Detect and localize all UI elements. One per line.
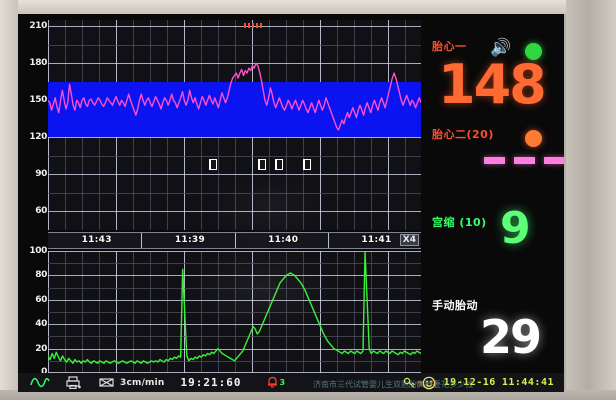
toco-y-tick-label: 100 bbox=[29, 246, 47, 256]
toco-y-tick-label: 20 bbox=[35, 343, 47, 354]
fhr-trace bbox=[48, 62, 421, 131]
time-separator bbox=[141, 233, 143, 248]
alarm-count: 3 bbox=[279, 378, 286, 387]
waveform-icon[interactable] bbox=[30, 373, 50, 392]
bezel-left bbox=[0, 0, 18, 400]
volume-icon[interactable]: 🔊 bbox=[490, 38, 512, 58]
gridline bbox=[48, 63, 421, 65]
fhr2-label: 胎心二(20) bbox=[432, 128, 494, 141]
elapsed-timer: 19:21:60 bbox=[180, 376, 242, 389]
fhr-y-tick-label: 210 bbox=[29, 21, 47, 32]
gridline bbox=[48, 348, 421, 350]
toco-plot-area bbox=[48, 251, 421, 373]
uc-label: 宫缩 (10) bbox=[432, 216, 487, 229]
time-label: 11:44:41 bbox=[501, 377, 554, 388]
fetal-movement-marker bbox=[275, 159, 283, 170]
fhr-y-axis: 60 90 120 150 180 210 bbox=[18, 20, 48, 230]
fhr1-signal-indicator bbox=[525, 43, 542, 60]
toco-y-tick-label: 0 bbox=[41, 367, 47, 377]
vitals-panel: 胎心一 🔊 148 胎心二(20) 宫缩 (10) 9 手动胎动 29 bbox=[424, 14, 564, 382]
fhr-y-tick-label: 150 bbox=[29, 95, 47, 106]
time-tick-label: 11:43 bbox=[81, 235, 112, 245]
time-tick-label: 11:39 bbox=[174, 235, 206, 245]
paper-speed-label: 3cm/min bbox=[120, 377, 165, 388]
gridline bbox=[48, 324, 421, 326]
toco-trace bbox=[48, 251, 421, 364]
fhr2-value bbox=[484, 157, 564, 164]
gridline-minor bbox=[48, 287, 421, 289]
gridline-minor bbox=[48, 155, 421, 157]
time-axis: X4 11:43 11:39 11:40 11:41 bbox=[48, 232, 421, 249]
bell-icon[interactable] bbox=[266, 373, 279, 392]
fhr1-label: 胎心一 bbox=[432, 40, 467, 53]
fm-value: 29 bbox=[480, 310, 542, 364]
printer-icon[interactable] bbox=[66, 373, 82, 392]
fm-label: 手动胎动 bbox=[432, 299, 478, 312]
toco-chart[interactable]: 0 20 40 60 80 100 bbox=[29, 246, 421, 377]
fhr-y-tick-label: 60 bbox=[35, 206, 47, 217]
fhr-y-tick-label: 180 bbox=[29, 58, 47, 69]
fhr1-value: 148 bbox=[438, 53, 547, 116]
gridline-minor bbox=[48, 263, 421, 265]
gridline-minor bbox=[48, 192, 421, 194]
toco-y-tick-label: 60 bbox=[35, 294, 47, 305]
bezel-right bbox=[566, 0, 616, 400]
gridline bbox=[48, 251, 421, 252]
fetal-movement-marker bbox=[209, 159, 217, 170]
time-separator bbox=[327, 233, 329, 248]
gridline bbox=[48, 26, 421, 28]
time-separator bbox=[234, 233, 236, 248]
fhr-y-tick-label: 90 bbox=[35, 169, 47, 180]
time-tick-label: 11:41 bbox=[361, 235, 392, 245]
toco-y-tick-label: 40 bbox=[35, 319, 47, 330]
fhr-event-marker bbox=[244, 23, 264, 28]
toco-y-tick-label: 80 bbox=[35, 270, 47, 281]
gridline bbox=[48, 372, 421, 373]
fhr2-signal-indicator bbox=[525, 130, 542, 147]
toco-y-axis: 0 20 40 60 80 100 bbox=[18, 246, 48, 377]
alarm-muted-icon[interactable] bbox=[98, 373, 115, 392]
gridline-minor bbox=[48, 312, 421, 313]
watermark-brand: 育儿帮 bbox=[416, 380, 437, 388]
gridline bbox=[48, 275, 421, 277]
bezel-bottom bbox=[0, 390, 616, 400]
date-label: 19-12-16 bbox=[443, 377, 496, 388]
fetal-movement-marker bbox=[303, 159, 311, 170]
gridline bbox=[48, 174, 421, 176]
smiley-icon[interactable] bbox=[422, 373, 436, 392]
uc-value: 9 bbox=[500, 203, 531, 254]
gridline-minor bbox=[48, 336, 421, 338]
hand-marker-icon[interactable] bbox=[403, 373, 417, 392]
monitor-screen: 60 90 120 150 180 210 X4 11:43 11:39 11:40 11:41… bbox=[18, 14, 564, 392]
gridline bbox=[48, 299, 421, 301]
time-tick-label: 11:40 bbox=[268, 235, 299, 245]
fhr-y-tick-label: 120 bbox=[29, 132, 47, 143]
status-bar: 3cm/min 19:21:60 3 bbox=[18, 373, 564, 392]
bezel-top bbox=[0, 0, 616, 14]
gridline bbox=[48, 211, 421, 213]
gridline-minor bbox=[48, 44, 421, 46]
fetal-movement-marker bbox=[258, 159, 266, 170]
fhr-chart[interactable]: 60 90 120 150 180 210 bbox=[29, 20, 421, 230]
fhr-plot-area bbox=[48, 20, 421, 230]
time-scale-label: X4 bbox=[399, 234, 419, 246]
gridline bbox=[48, 137, 421, 139]
date-time: 19-12-16 11:44:41 bbox=[444, 373, 554, 392]
